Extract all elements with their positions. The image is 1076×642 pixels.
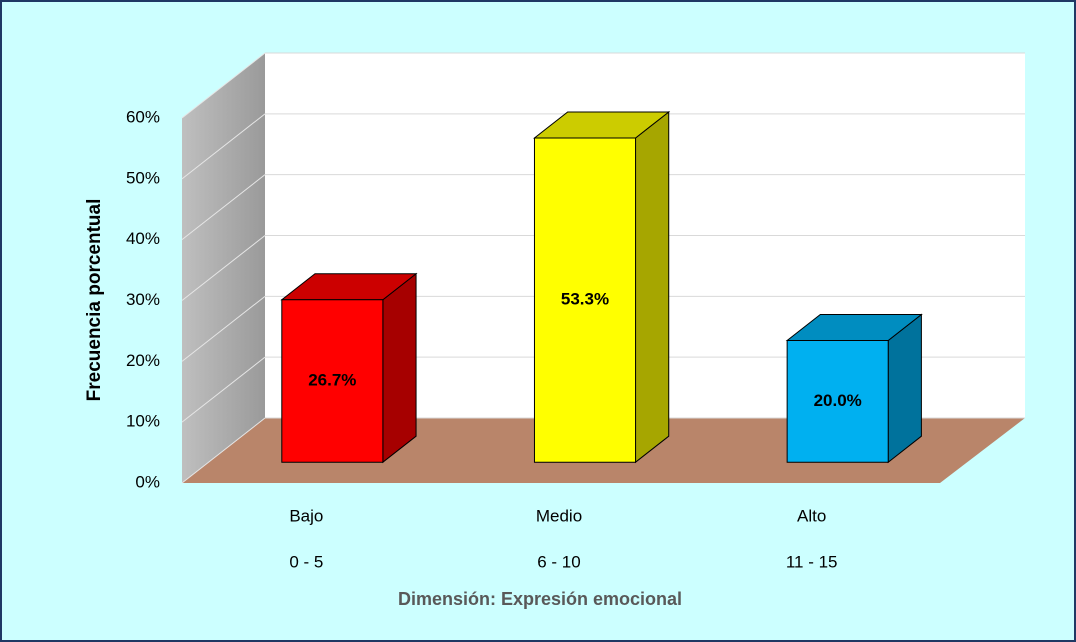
grid-line xyxy=(181,356,266,423)
bar-side xyxy=(382,272,417,464)
bar-side xyxy=(635,110,670,464)
y-tick-label: 30% xyxy=(126,290,160,309)
y-tick-label: 40% xyxy=(126,229,160,248)
bar xyxy=(786,340,889,463)
x-axis-title: Dimensión: Expresión emocional xyxy=(398,589,682,609)
data-label: 53.3% xyxy=(561,290,609,309)
grid-line xyxy=(181,174,266,241)
y-tick-label: 20% xyxy=(126,351,160,370)
grid-line xyxy=(181,235,266,301)
x-tick-label: 0 - 5 xyxy=(289,552,323,571)
bar xyxy=(281,299,384,463)
grid-line xyxy=(181,295,266,362)
x-tick-label: 6 - 10 xyxy=(537,552,580,571)
data-label: 26.7% xyxy=(308,370,356,389)
x-tick-label: Medio xyxy=(536,506,582,525)
x-tick-label: Alto xyxy=(797,506,826,525)
grid-line xyxy=(181,417,266,484)
x-tick-label: 11 - 15 xyxy=(786,552,838,571)
data-label: 20.0% xyxy=(814,391,862,410)
y-tick-label: 50% xyxy=(126,168,160,187)
x-tick-label: Bajo xyxy=(289,506,323,525)
y-axis-title: Frecuencia porcentual xyxy=(84,199,105,402)
bar xyxy=(533,137,637,463)
y-tick-label: 10% xyxy=(126,412,160,431)
y-tick-label: 0% xyxy=(135,472,160,491)
y-tick-label: 60% xyxy=(126,107,160,126)
grid-line xyxy=(181,52,266,119)
grid-line xyxy=(181,113,266,180)
